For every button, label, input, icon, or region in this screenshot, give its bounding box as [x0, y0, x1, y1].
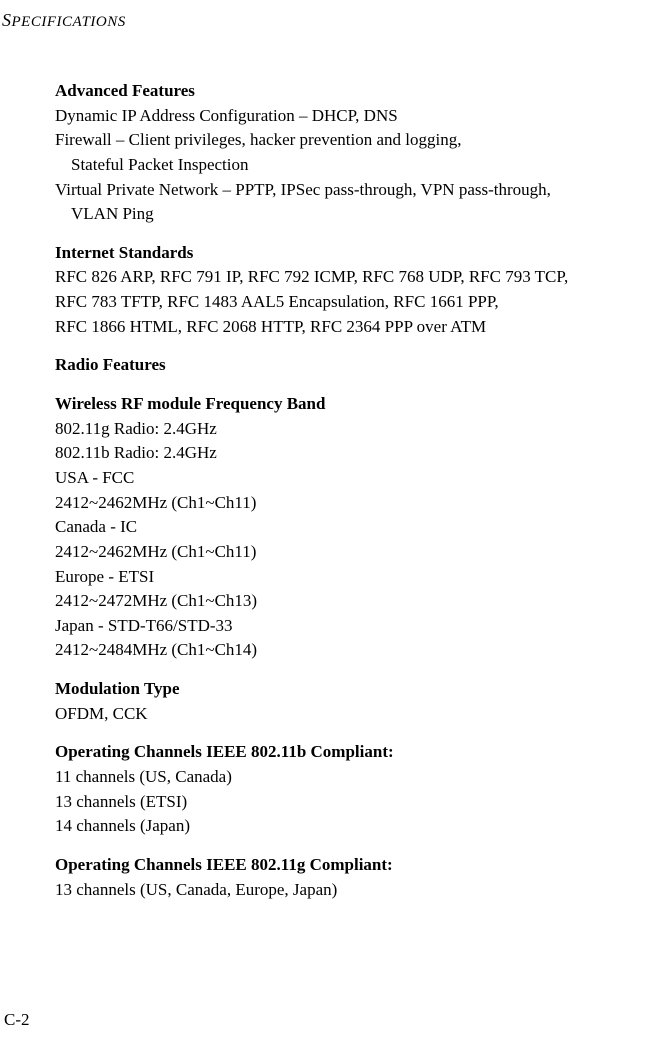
text-line: 802.11b Radio: 2.4GHz — [55, 441, 640, 466]
text-line: 13 channels (ETSI) — [55, 790, 640, 815]
section-op-channels-g: Operating Channels IEEE 802.11g Complian… — [55, 853, 640, 902]
heading-op-channels-g: Operating Channels IEEE 802.11g Complian… — [55, 853, 640, 878]
heading-internet-standards: Internet Standards — [55, 241, 640, 266]
heading-advanced-features: Advanced Features — [55, 79, 640, 104]
text-line: 2412~2484MHz (Ch1~Ch14) — [55, 638, 640, 663]
text-line: 2412~2472MHz (Ch1~Ch13) — [55, 589, 640, 614]
section-modulation-type: Modulation Type OFDM, CCK — [55, 677, 640, 726]
text-line-indent: Stateful Packet Inspection — [55, 153, 640, 178]
heading-modulation-type: Modulation Type — [55, 677, 640, 702]
page-number: C-2 — [4, 1010, 30, 1030]
text-line: 14 channels (Japan) — [55, 814, 640, 839]
running-head: SPECIFICATIONS — [2, 10, 650, 31]
heading-op-channels-b: Operating Channels IEEE 802.11b Complian… — [55, 740, 640, 765]
section-advanced-features: Advanced Features Dynamic IP Address Con… — [55, 79, 640, 227]
text-line: Dynamic IP Address Configuration – DHCP,… — [55, 104, 640, 129]
text-line: RFC 1866 HTML, RFC 2068 HTTP, RFC 2364 P… — [55, 315, 640, 340]
text-line: RFC 783 TFTP, RFC 1483 AAL5 Encapsulatio… — [55, 290, 640, 315]
text-line: 802.11g Radio: 2.4GHz — [55, 417, 640, 442]
text-line: 11 channels (US, Canada) — [55, 765, 640, 790]
text-line: Japan - STD-T66/STD-33 — [55, 614, 640, 639]
running-head-cap: S — [2, 10, 12, 30]
section-radio-features: Radio Features — [55, 353, 640, 378]
text-line: Canada - IC — [55, 515, 640, 540]
section-rf-band: Wireless RF module Frequency Band 802.11… — [55, 392, 640, 663]
section-internet-standards: Internet Standards RFC 826 ARP, RFC 791 … — [55, 241, 640, 340]
text-line: Virtual Private Network – PPTP, IPSec pa… — [55, 178, 640, 203]
section-op-channels-b: Operating Channels IEEE 802.11b Complian… — [55, 740, 640, 839]
heading-radio-features: Radio Features — [55, 353, 640, 378]
text-line: 2412~2462MHz (Ch1~Ch11) — [55, 540, 640, 565]
text-line: USA - FCC — [55, 466, 640, 491]
running-head-rest: PECIFICATIONS — [12, 14, 126, 30]
text-line: Europe - ETSI — [55, 565, 640, 590]
text-line: 13 channels (US, Canada, Europe, Japan) — [55, 878, 640, 903]
content-body: Advanced Features Dynamic IP Address Con… — [55, 79, 640, 902]
text-line-indent: VLAN Ping — [55, 202, 640, 227]
text-line: RFC 826 ARP, RFC 791 IP, RFC 792 ICMP, R… — [55, 265, 640, 290]
heading-rf-band: Wireless RF module Frequency Band — [55, 392, 640, 417]
text-line: Firewall – Client privileges, hacker pre… — [55, 128, 640, 153]
text-line: OFDM, CCK — [55, 702, 640, 727]
text-line: 2412~2462MHz (Ch1~Ch11) — [55, 491, 640, 516]
page: SPECIFICATIONS Advanced Features Dynamic… — [0, 0, 650, 1048]
